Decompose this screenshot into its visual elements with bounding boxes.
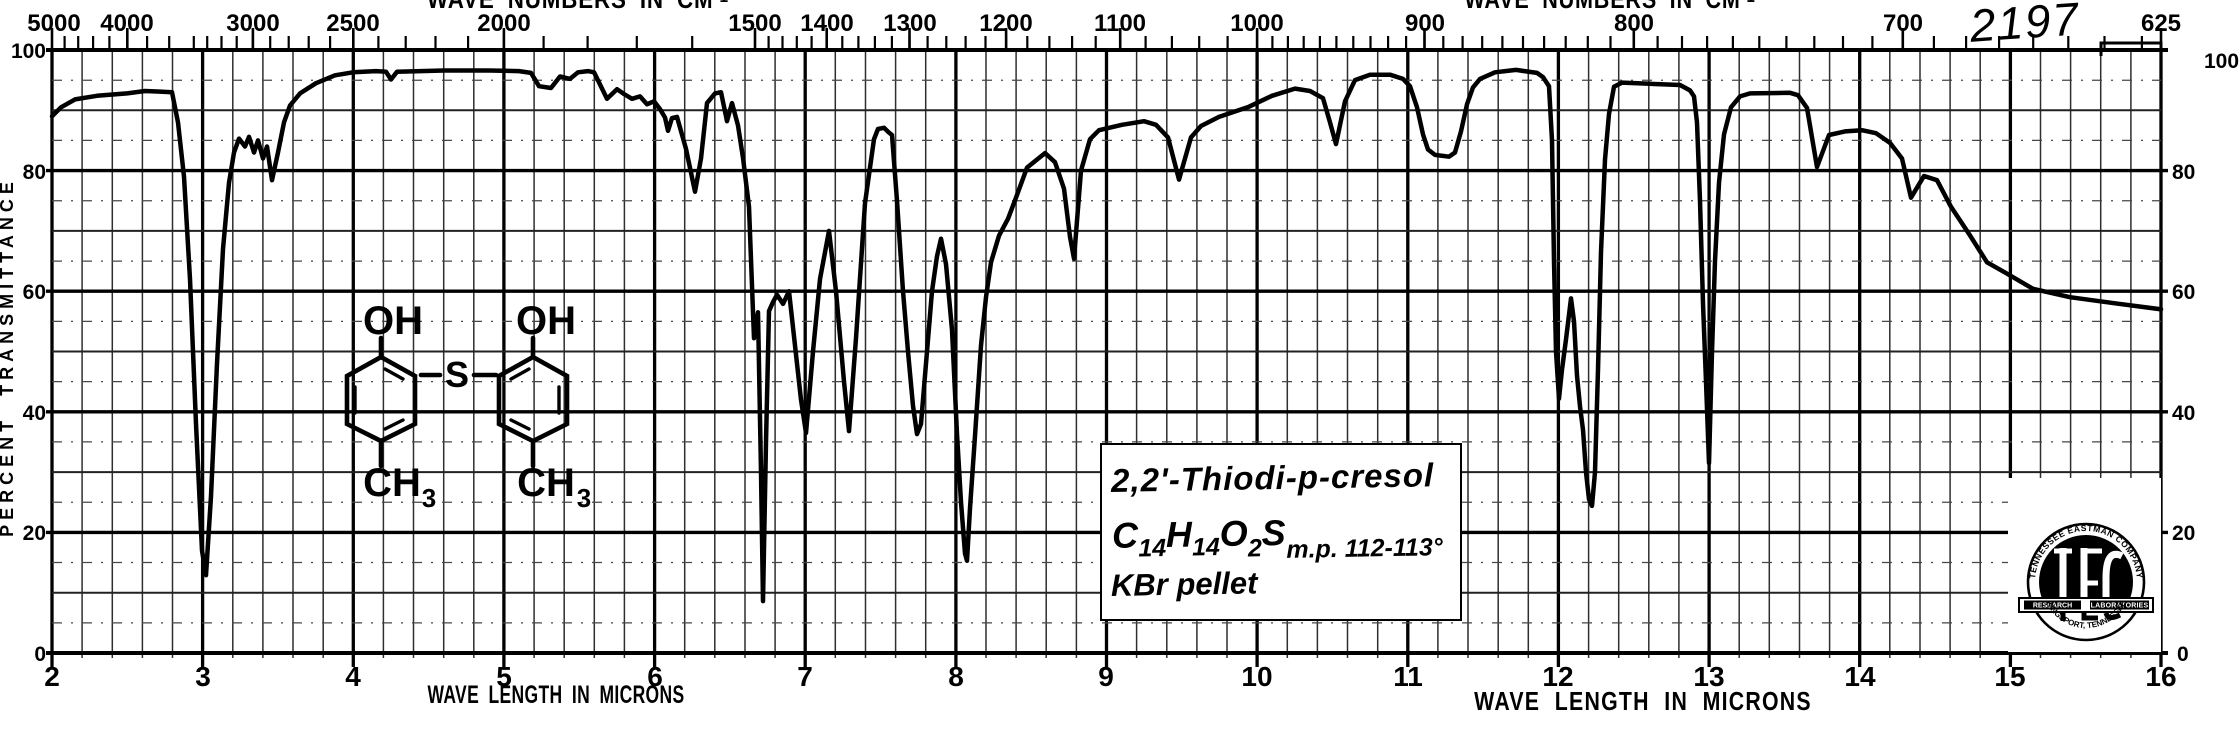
svg-text:RESEARCH: RESEARCH bbox=[2033, 603, 2072, 610]
svg-text:1500: 1500 bbox=[728, 10, 781, 37]
svg-text:900: 900 bbox=[1405, 10, 1445, 37]
svg-text:20: 20 bbox=[2172, 522, 2195, 545]
svg-text:9: 9 bbox=[1098, 661, 1114, 692]
svg-text:WAVE LENGTH IN MICRONS: WAVE LENGTH IN MICRONS bbox=[1474, 687, 1812, 717]
svg-text:1400: 1400 bbox=[800, 10, 853, 37]
svg-text:5: 5 bbox=[496, 661, 512, 692]
svg-text:80: 80 bbox=[23, 161, 46, 184]
svg-text:1000: 1000 bbox=[1230, 10, 1283, 37]
svg-text:3: 3 bbox=[422, 483, 436, 513]
svg-text:0: 0 bbox=[34, 643, 46, 666]
svg-text:KBr pellet: KBr pellet bbox=[1111, 565, 1260, 603]
svg-text:100: 100 bbox=[11, 40, 46, 63]
svg-text:13: 13 bbox=[1693, 661, 1724, 692]
svg-text:625: 625 bbox=[2141, 10, 2181, 37]
svg-text:11: 11 bbox=[1393, 661, 1423, 692]
svg-text:3000: 3000 bbox=[226, 10, 279, 37]
svg-text:40: 40 bbox=[2172, 402, 2195, 425]
svg-text:OH: OH bbox=[516, 299, 576, 343]
svg-text:1300: 1300 bbox=[883, 10, 936, 37]
svg-text:2,2'-Thiodi-p-cresol: 2,2'-Thiodi-p-cresol bbox=[1110, 456, 1435, 499]
svg-text:2197: 2197 bbox=[1967, 0, 2082, 52]
svg-text:12: 12 bbox=[1542, 661, 1573, 692]
svg-text:80: 80 bbox=[2172, 161, 2195, 184]
svg-text:S: S bbox=[445, 354, 469, 395]
svg-text:5000: 5000 bbox=[27, 10, 80, 37]
svg-text:4: 4 bbox=[345, 661, 361, 692]
svg-text:LABORATORIES: LABORATORIES bbox=[2091, 603, 2149, 610]
svg-text:2500: 2500 bbox=[326, 10, 379, 37]
svg-text:15: 15 bbox=[1994, 661, 2025, 692]
svg-text:1100: 1100 bbox=[1094, 10, 1146, 37]
svg-text:14: 14 bbox=[1844, 661, 1876, 692]
svg-text:8: 8 bbox=[948, 661, 964, 692]
svg-text:2000: 2000 bbox=[477, 10, 530, 37]
svg-text:3: 3 bbox=[577, 483, 591, 513]
svg-text:4000: 4000 bbox=[100, 10, 153, 37]
svg-text:40: 40 bbox=[23, 402, 46, 425]
svg-text:700: 700 bbox=[1883, 10, 1923, 37]
svg-text:0: 0 bbox=[2177, 643, 2189, 666]
svg-text:WAVE LENGTH IN MICRONS: WAVE LENGTH IN MICRONS bbox=[427, 680, 684, 709]
svg-text:100: 100 bbox=[2204, 50, 2239, 73]
svg-text:WAVE NUMBERS IN CM-1: WAVE NUMBERS IN CM-1 bbox=[1464, 0, 1755, 15]
svg-text:1200: 1200 bbox=[979, 10, 1032, 37]
svg-text:CH: CH bbox=[363, 461, 421, 505]
svg-text:60: 60 bbox=[2172, 281, 2195, 304]
svg-text:OH: OH bbox=[363, 299, 423, 343]
svg-text:20: 20 bbox=[23, 522, 46, 545]
svg-text:3: 3 bbox=[195, 661, 211, 692]
svg-text:CH: CH bbox=[517, 461, 575, 505]
svg-text:2: 2 bbox=[44, 661, 60, 692]
svg-text:60: 60 bbox=[23, 281, 46, 304]
svg-text:7: 7 bbox=[797, 661, 813, 692]
svg-text:PERCENT TRANSMITTANCE: PERCENT TRANSMITTANCE bbox=[0, 177, 17, 537]
svg-text:16: 16 bbox=[2145, 661, 2176, 692]
svg-text:10: 10 bbox=[1241, 661, 1272, 692]
svg-text:6: 6 bbox=[647, 661, 663, 692]
svg-text:WAVE NUMBERS IN CM-1: WAVE NUMBERS IN CM-1 bbox=[427, 0, 729, 14]
svg-text:m.p. 112-113°: m.p. 112-113° bbox=[1286, 533, 1444, 564]
svg-text:800: 800 bbox=[1614, 10, 1654, 37]
